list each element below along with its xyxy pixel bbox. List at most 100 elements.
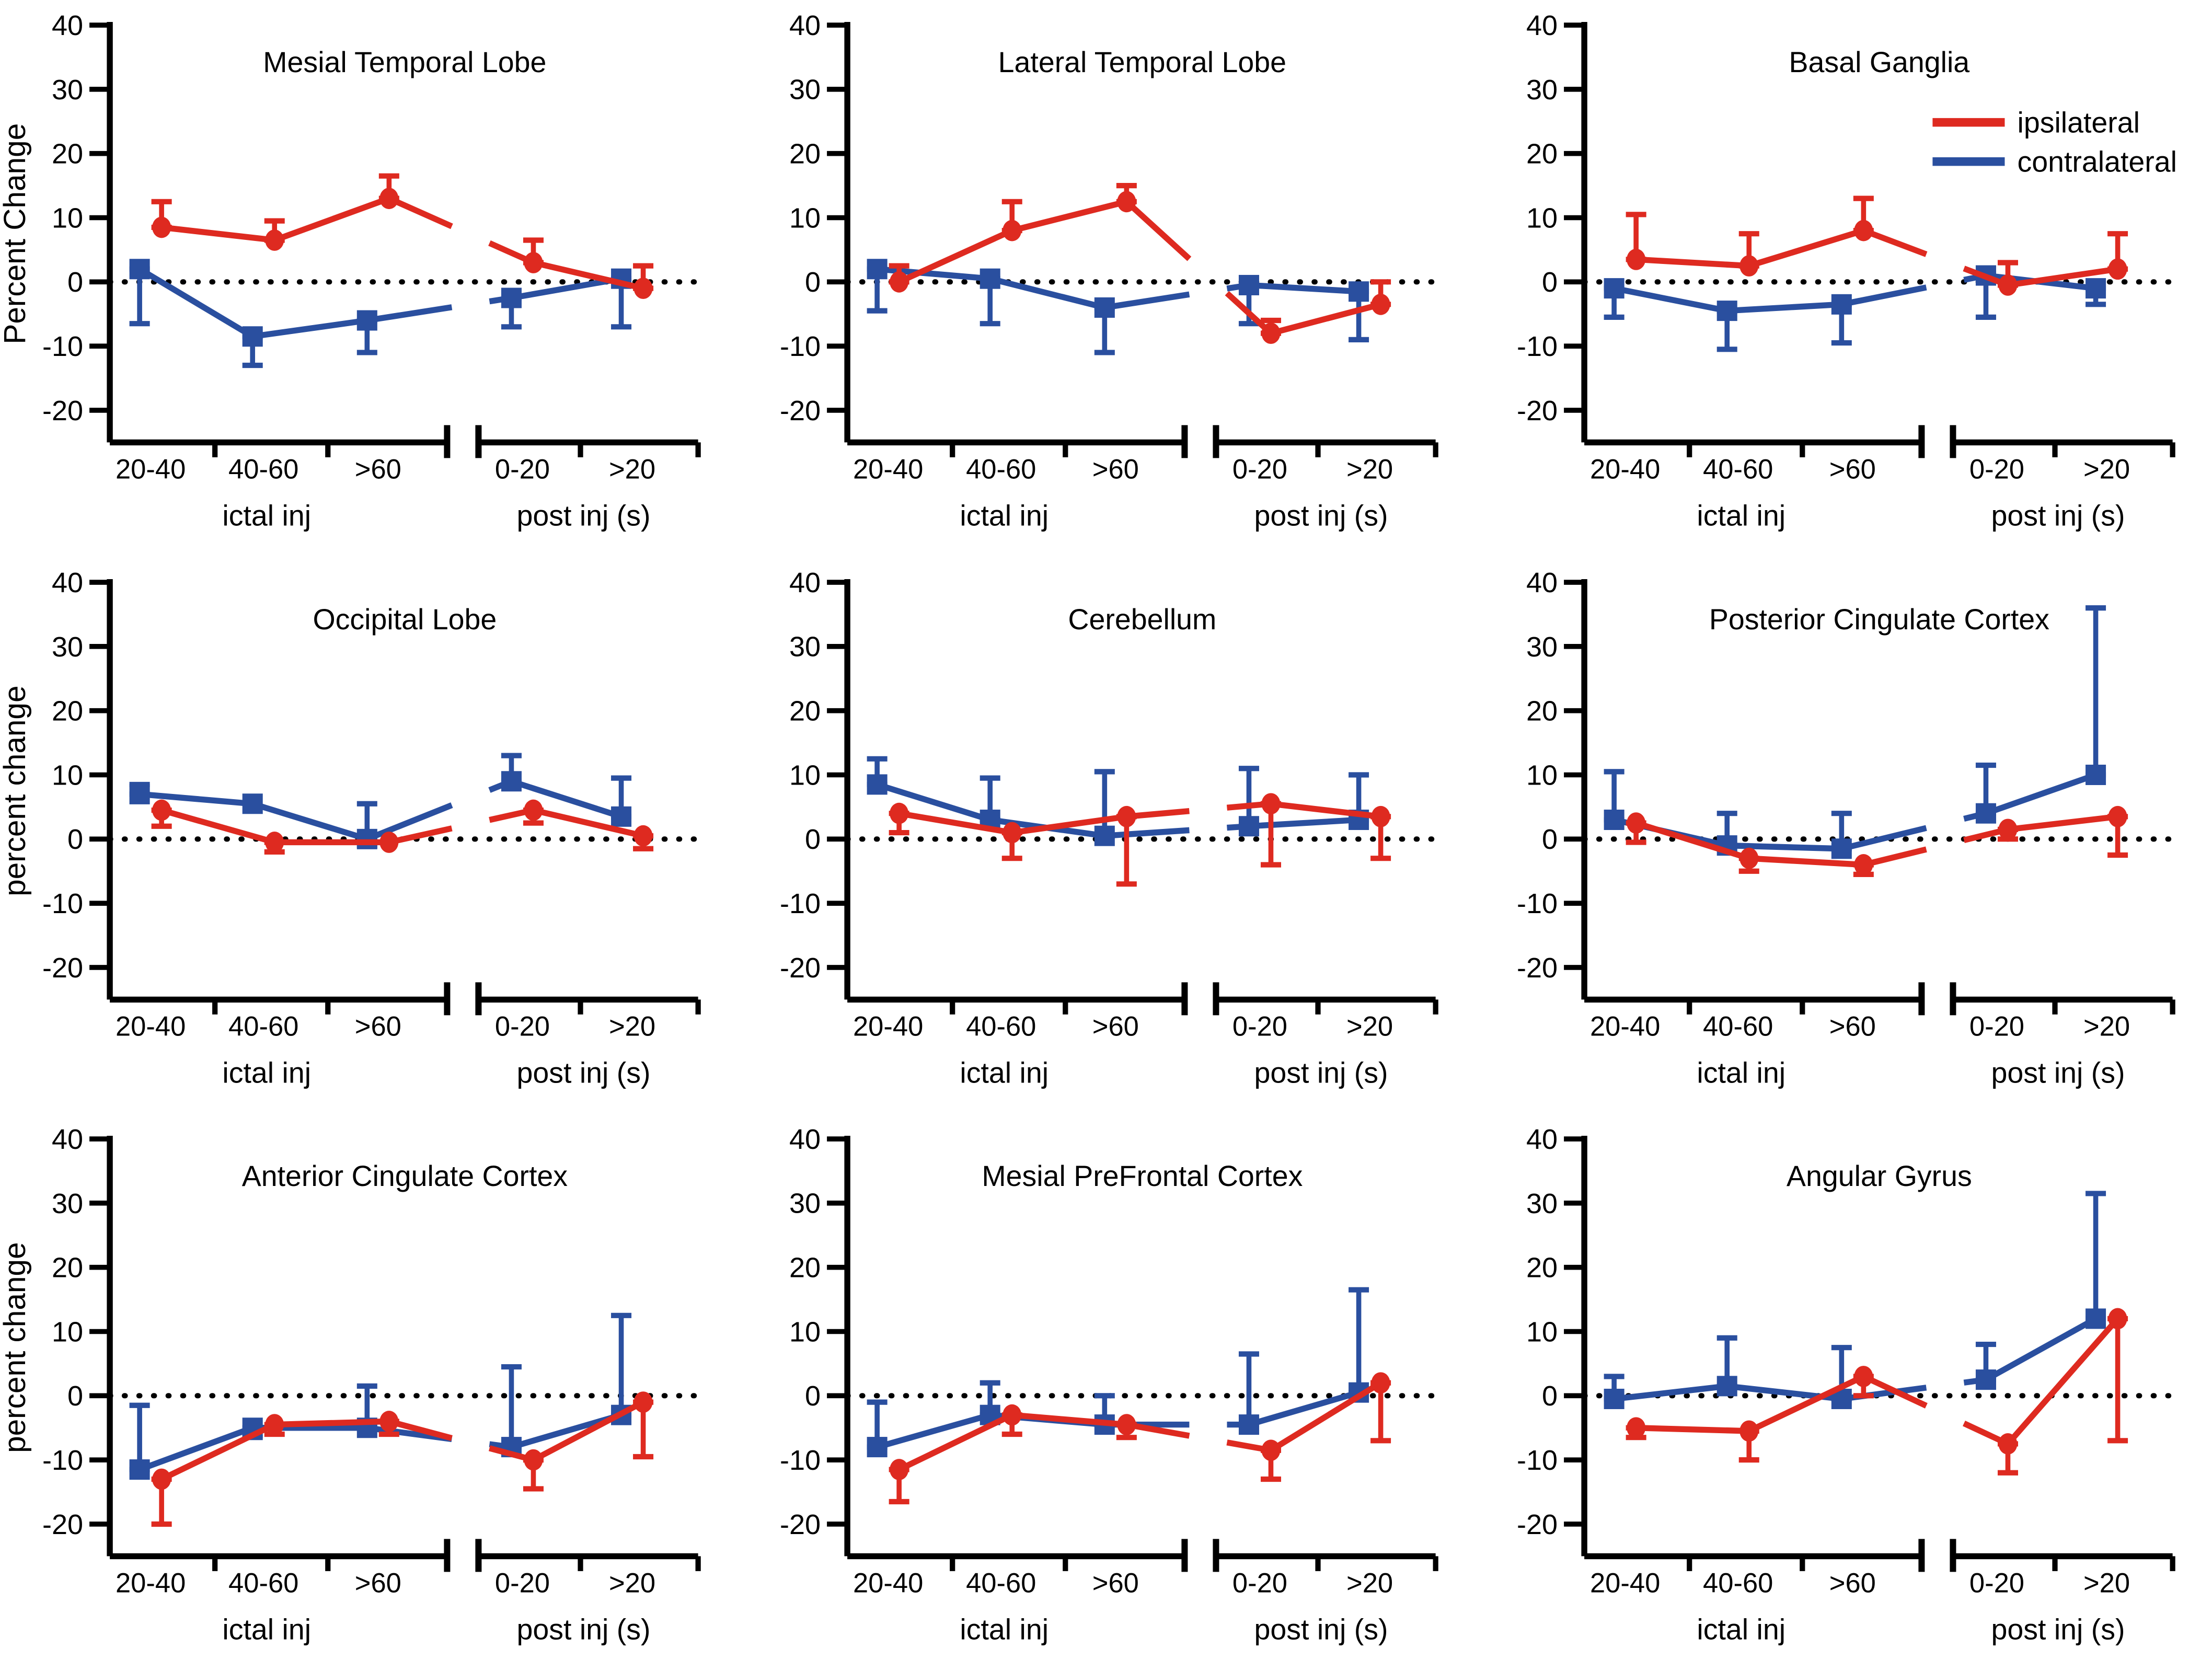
- x-category-label: >20: [1346, 1011, 1393, 1042]
- y-tick-label: 10: [52, 202, 83, 234]
- x-category-label: >60: [1829, 454, 1876, 485]
- y-tick-label: 0: [805, 824, 821, 855]
- chart-title: Mesial PreFrontal Cortex: [982, 1160, 1303, 1192]
- x-group-label: ictal inj: [1697, 1613, 1786, 1645]
- data-point-circle-ipsilateral: [1739, 847, 1759, 869]
- data-point-square-contralateral: [356, 310, 377, 331]
- data-point-square-contralateral: [1976, 803, 1997, 824]
- x-group-label: post inj (s): [1254, 499, 1388, 532]
- x-category-label: 40-60: [228, 454, 298, 485]
- data-point-square-contralateral: [129, 783, 150, 804]
- data-point-circle-ipsilateral: [1739, 1420, 1759, 1442]
- series-line-contralateral: [1614, 1316, 2098, 1402]
- data-point-circle-ipsilateral: [1002, 1404, 1021, 1426]
- data-point-circle-ipsilateral: [633, 278, 653, 299]
- y-tick-label: -10: [42, 1445, 83, 1476]
- y-tick-label: 20: [1526, 139, 1558, 170]
- data-point-square-contralateral: [1831, 838, 1852, 859]
- x-group-label: ictal inj: [222, 1613, 311, 1645]
- y-tick-label: 0: [805, 267, 821, 298]
- data-point-square-contralateral: [611, 806, 632, 827]
- y-tick-label: 40: [789, 10, 821, 41]
- y-tick-label: 40: [1526, 1124, 1558, 1155]
- y-tick-label: -20: [42, 952, 83, 983]
- data-point-square-contralateral: [1238, 1414, 1259, 1435]
- y-tick-label: 40: [789, 1124, 821, 1155]
- y-tick-label: 20: [1526, 1252, 1558, 1284]
- data-point-circle-ipsilateral: [1261, 322, 1281, 344]
- y-tick-label: 0: [1542, 824, 1558, 855]
- x-group-label: post inj (s): [516, 1056, 650, 1089]
- y-tick-label: 40: [52, 567, 83, 598]
- y-tick-label: 40: [789, 567, 821, 598]
- y-tick-label: -10: [1517, 1445, 1558, 1476]
- x-group-label: ictal inj: [1697, 499, 1786, 532]
- panel-lateral-temporal-lobe: 40 30 20 10 0 -10 -20 Lateral Temporal Lobe 20-4…: [738, 0, 1475, 557]
- chart-cerebellum: 40 30 20 10 0 -10 -20 Cerebellum 20-40 40-60 >60 0-…: [780, 567, 1438, 1089]
- data-point-circle-ipsilateral: [152, 216, 171, 238]
- data-point-circle-ipsilateral: [524, 799, 543, 821]
- y-tick-label: 20: [52, 695, 83, 727]
- x-category-label: 40-60: [966, 1011, 1036, 1042]
- x-category-label: 20-40: [1590, 454, 1660, 485]
- y-tick-label: 10: [789, 759, 821, 791]
- series-line-contralateral: [877, 266, 1359, 311]
- chart-title: Angular Gyrus: [1787, 1160, 1972, 1192]
- y-tick-label: -20: [780, 952, 821, 983]
- y-tick-label: 30: [1526, 1188, 1558, 1219]
- data-point-circle-ipsilateral: [889, 271, 908, 293]
- x-category-label: 40-60: [1703, 454, 1773, 485]
- data-point-square-contralateral: [501, 770, 522, 791]
- y-tick-label: 30: [52, 74, 83, 106]
- x-group-label: ictal inj: [960, 1613, 1049, 1645]
- x-category-label: 40-60: [1703, 1011, 1773, 1042]
- panel-anterior-cingulate-cortex: 40 30 20 10 0 -10 -20 Anterior Cingulate Cortex…: [0, 1114, 738, 1671]
- data-point-square-contralateral: [1604, 278, 1625, 299]
- data-point-circle-ipsilateral: [265, 1414, 284, 1436]
- y-tick-label: -20: [1517, 395, 1558, 427]
- data-point-square-contralateral: [2086, 278, 2106, 299]
- y-tick-label: 30: [789, 74, 821, 106]
- y-tick-label: 0: [1542, 267, 1558, 298]
- data-point-square-contralateral: [242, 326, 263, 347]
- data-point-circle-ipsilateral: [265, 831, 284, 853]
- y-tick-label: 20: [789, 139, 821, 170]
- series-line-ipsilateral: [160, 1399, 645, 1482]
- series-line-ipsilateral: [161, 195, 644, 292]
- y-tick-label: 10: [52, 759, 83, 791]
- data-point-square-contralateral: [980, 268, 1000, 289]
- y-tick-label: 30: [52, 1188, 83, 1219]
- x-category-label: 0-20: [1969, 454, 2024, 485]
- y-tick-label: 10: [1526, 759, 1558, 791]
- series-line-contralateral: [139, 778, 623, 842]
- x-group-label: ictal inj: [960, 1056, 1049, 1089]
- data-point-square-contralateral: [1976, 1369, 1997, 1390]
- data-point-circle-ipsilateral: [889, 1459, 908, 1480]
- y-tick-label: -10: [780, 1445, 821, 1476]
- y-tick-label: 0: [67, 824, 83, 855]
- x-category-label: 20-40: [116, 1568, 186, 1598]
- y-tick-label: 40: [1526, 567, 1558, 598]
- data-point-circle-ipsilateral: [1117, 805, 1136, 827]
- y-tick-label: -10: [42, 888, 83, 919]
- x-group-label: post inj (s): [1991, 499, 2125, 532]
- y-tick-label: -20: [42, 395, 83, 427]
- data-point-circle-ipsilateral: [2108, 1308, 2127, 1330]
- y-axis-title: Percent Change: [0, 123, 32, 344]
- data-point-circle-ipsilateral: [2108, 258, 2127, 280]
- y-tick-label: 30: [1526, 631, 1558, 662]
- data-point-circle-ipsilateral: [2108, 805, 2127, 827]
- x-category-label: >60: [1829, 1568, 1876, 1598]
- data-point-circle-ipsilateral: [1002, 822, 1021, 843]
- chart-title: Lateral Temporal Lobe: [998, 46, 1286, 78]
- data-point-square-contralateral: [1831, 294, 1852, 315]
- x-category-label: 0-20: [1969, 1011, 2024, 1042]
- x-category-label: 40-60: [228, 1011, 298, 1042]
- data-point-square-contralateral: [1604, 809, 1625, 830]
- chart-title: Anterior Cingulate Cortex: [242, 1160, 568, 1192]
- data-point-circle-ipsilateral: [1998, 1433, 2018, 1455]
- data-point-circle-ipsilateral: [633, 825, 653, 847]
- y-tick-label: -20: [780, 1509, 821, 1540]
- y-tick-label: 20: [1526, 695, 1558, 727]
- x-category-label: >20: [2083, 1011, 2130, 1042]
